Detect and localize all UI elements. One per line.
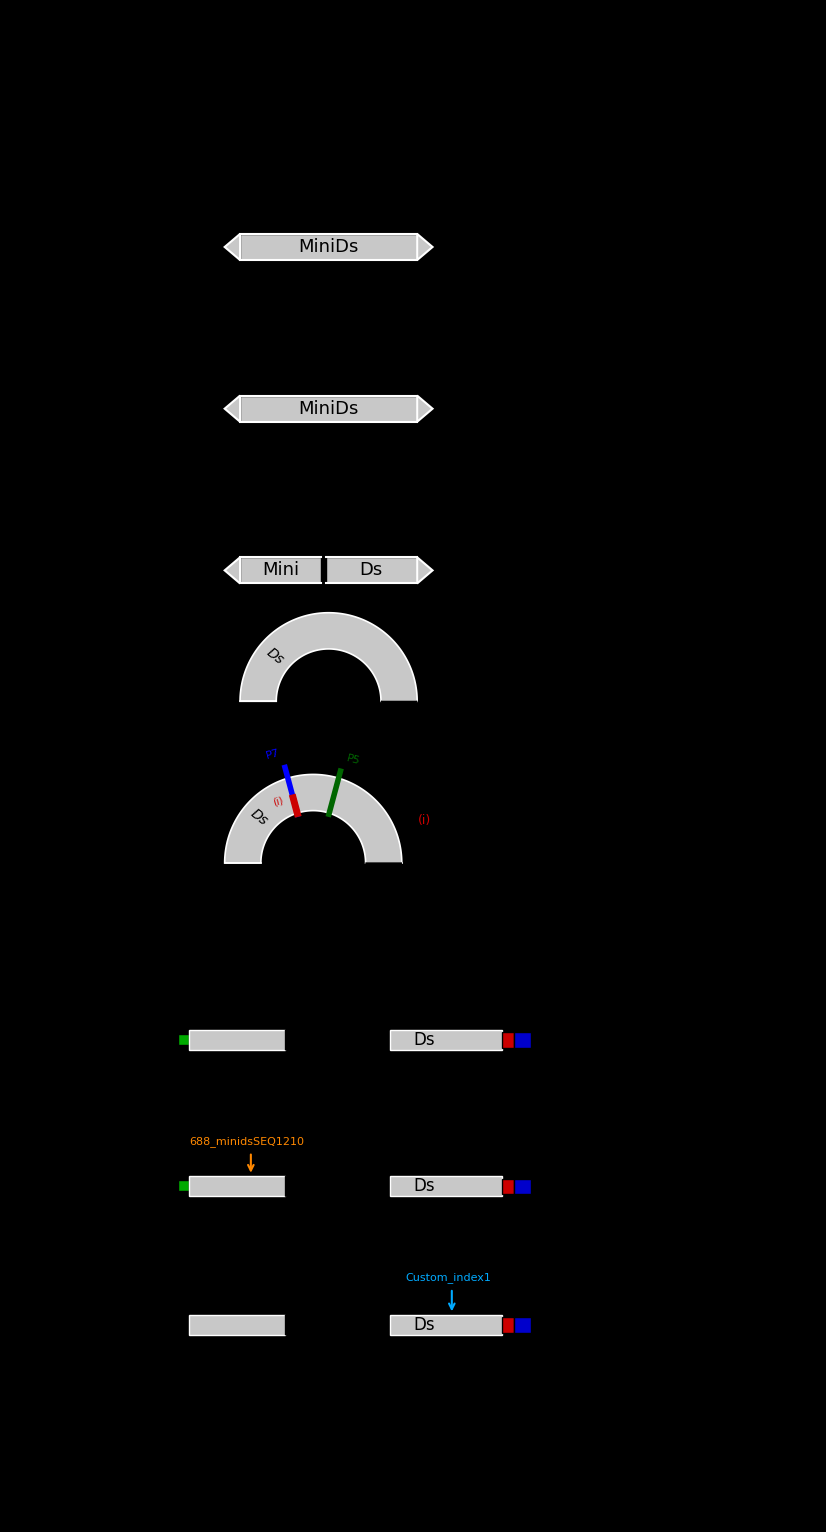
Text: Ds: Ds xyxy=(263,645,286,666)
Text: (i): (i) xyxy=(418,813,431,827)
FancyBboxPatch shape xyxy=(502,1033,514,1048)
FancyBboxPatch shape xyxy=(189,1177,286,1196)
Text: (i): (i) xyxy=(272,795,284,807)
FancyBboxPatch shape xyxy=(189,1030,286,1049)
Polygon shape xyxy=(366,863,401,879)
Polygon shape xyxy=(240,613,417,702)
FancyBboxPatch shape xyxy=(240,395,417,421)
Text: Ds: Ds xyxy=(413,1178,434,1195)
Polygon shape xyxy=(286,1314,299,1334)
FancyBboxPatch shape xyxy=(514,1033,531,1048)
Polygon shape xyxy=(225,234,240,260)
Text: Ds: Ds xyxy=(413,1316,434,1334)
FancyBboxPatch shape xyxy=(240,558,321,584)
FancyBboxPatch shape xyxy=(502,1318,514,1333)
Polygon shape xyxy=(381,702,417,719)
Text: Ds: Ds xyxy=(248,807,271,829)
Polygon shape xyxy=(286,1177,299,1196)
Text: Mini: Mini xyxy=(262,561,299,579)
Polygon shape xyxy=(417,395,433,421)
Text: MiniDs: MiniDs xyxy=(298,237,358,256)
FancyBboxPatch shape xyxy=(502,1178,514,1193)
Text: P5: P5 xyxy=(345,754,361,768)
FancyBboxPatch shape xyxy=(390,1030,502,1049)
FancyBboxPatch shape xyxy=(325,558,417,584)
Text: 688_minidsSEQ1210: 688_minidsSEQ1210 xyxy=(189,1137,304,1147)
Polygon shape xyxy=(417,234,433,260)
Text: MiniDs: MiniDs xyxy=(298,400,358,418)
Polygon shape xyxy=(417,558,433,584)
FancyBboxPatch shape xyxy=(240,234,417,260)
FancyBboxPatch shape xyxy=(178,1180,189,1190)
FancyBboxPatch shape xyxy=(390,1314,502,1334)
FancyBboxPatch shape xyxy=(178,1034,189,1045)
Polygon shape xyxy=(225,558,240,584)
Polygon shape xyxy=(225,775,401,863)
FancyBboxPatch shape xyxy=(514,1178,531,1193)
Polygon shape xyxy=(286,1030,299,1049)
FancyBboxPatch shape xyxy=(390,1177,502,1196)
Polygon shape xyxy=(225,395,240,421)
Text: Ds: Ds xyxy=(360,561,383,579)
Text: Ds: Ds xyxy=(413,1031,434,1049)
FancyBboxPatch shape xyxy=(189,1314,286,1334)
Text: P7: P7 xyxy=(264,748,280,761)
Text: Custom_index1: Custom_index1 xyxy=(406,1272,491,1282)
FancyBboxPatch shape xyxy=(514,1318,531,1333)
